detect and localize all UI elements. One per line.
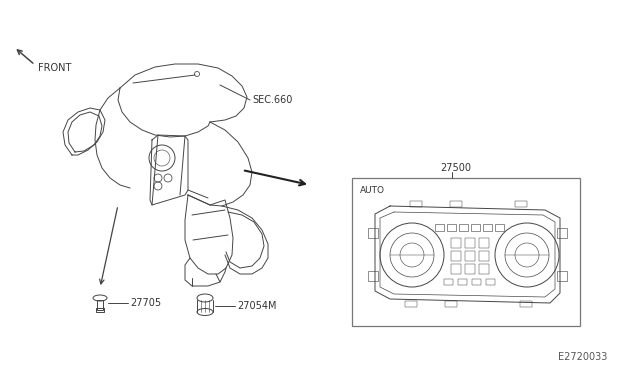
Bar (451, 238, 461, 248)
Bar (479, 264, 489, 274)
Bar (472, 279, 481, 285)
Bar (368, 271, 378, 281)
Bar (557, 271, 567, 281)
Bar (445, 301, 457, 307)
Bar (368, 228, 378, 238)
Bar (515, 201, 527, 207)
Bar (410, 201, 422, 207)
Bar (483, 224, 492, 231)
Bar (465, 264, 475, 274)
Bar (451, 251, 461, 261)
Bar (405, 301, 417, 307)
Bar (451, 264, 461, 274)
Bar (479, 251, 489, 261)
Bar (465, 251, 475, 261)
Bar (352, 178, 580, 326)
Bar (458, 279, 467, 285)
Bar (495, 224, 504, 231)
Text: 27500: 27500 (440, 163, 471, 173)
Text: 27054M: 27054M (237, 301, 276, 311)
Text: AUTO: AUTO (360, 186, 385, 195)
Bar (486, 279, 495, 285)
Bar (444, 279, 453, 285)
Text: E2720033: E2720033 (558, 352, 607, 362)
Bar (96, 308, 104, 312)
Bar (447, 224, 456, 231)
Bar (450, 201, 462, 207)
Bar (435, 224, 444, 231)
Bar (479, 238, 489, 248)
Bar (520, 301, 532, 307)
Text: FRONT: FRONT (38, 63, 72, 73)
Bar (471, 224, 480, 231)
Bar (557, 228, 567, 238)
Bar (97, 300, 103, 310)
Bar (465, 238, 475, 248)
Bar (459, 224, 468, 231)
Text: SEC.660: SEC.660 (252, 95, 292, 105)
Text: 27705: 27705 (130, 298, 161, 308)
